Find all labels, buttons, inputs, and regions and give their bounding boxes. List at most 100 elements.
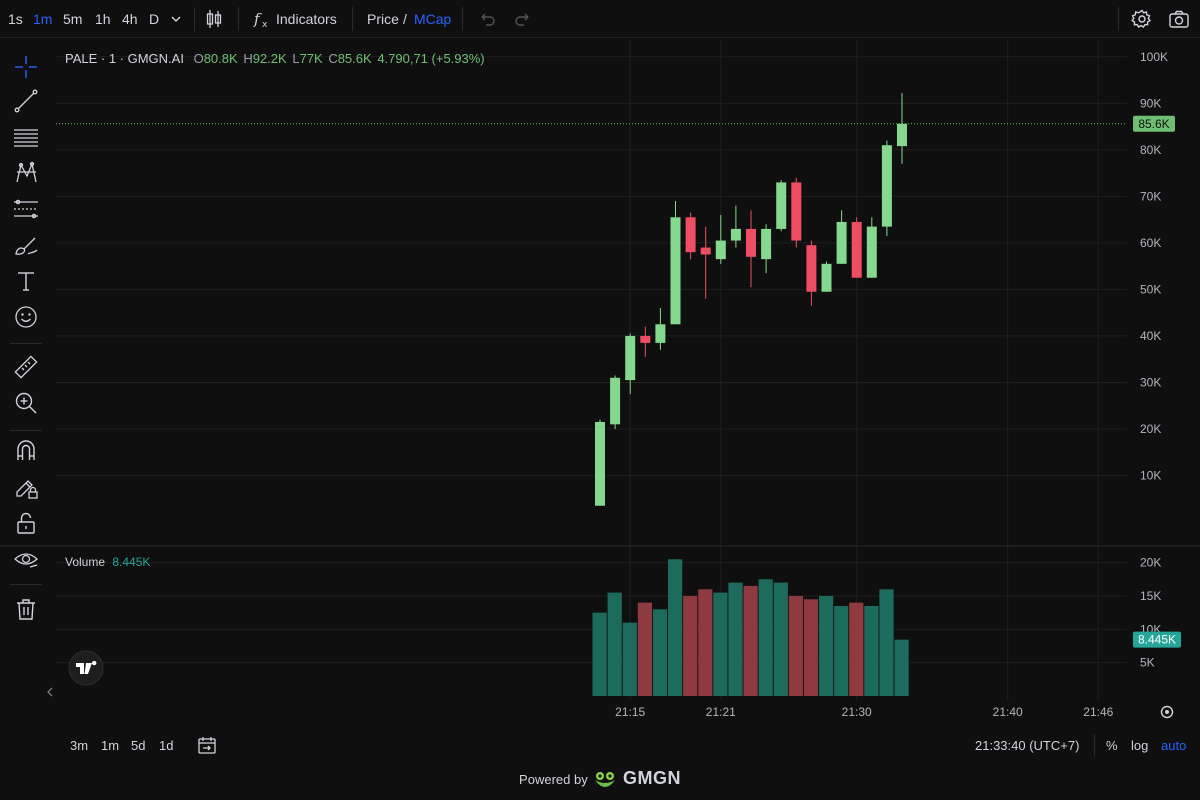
- percent-toggle[interactable]: %: [1106, 738, 1118, 753]
- camera-icon[interactable]: [1168, 8, 1190, 30]
- candle-up: [836, 221, 847, 264]
- candle-down: [791, 182, 802, 241]
- time-tick-label: 21:40: [993, 705, 1023, 719]
- last-volume-label: 8.445K: [1138, 633, 1176, 647]
- candle-down: [640, 335, 651, 343]
- candle-up: [595, 421, 605, 506]
- toolbar-divider: [1118, 7, 1119, 31]
- magnet-icon[interactable]: [13, 438, 39, 464]
- price-mcap-separator: /: [403, 11, 407, 27]
- range-3m[interactable]: 3m: [70, 738, 89, 753]
- candle-up: [610, 377, 621, 425]
- undo-icon[interactable]: [476, 8, 498, 30]
- interval-1h[interactable]: 1h: [95, 11, 111, 27]
- candle-down: [685, 217, 696, 253]
- price-tick-label: 100K: [1140, 50, 1168, 64]
- trash-icon[interactable]: [13, 596, 39, 622]
- volume-bar: [607, 592, 622, 696]
- lock-drawing-icon[interactable]: [13, 474, 39, 500]
- price-toggle[interactable]: Price: [367, 11, 399, 27]
- volume-bar: [773, 582, 788, 696]
- time-tick-label: 21:15: [615, 705, 645, 719]
- volume-tick-label: 15K: [1140, 589, 1161, 603]
- toolbar-divider: [194, 7, 195, 31]
- volume-tick-label: 5K: [1140, 656, 1155, 670]
- crosshair-icon[interactable]: [13, 54, 39, 80]
- clock-time[interactable]: 21:33:40 (UTC+7): [975, 738, 1080, 753]
- chart-grid: [0, 40, 1200, 700]
- brush-icon[interactable]: [13, 232, 39, 258]
- candle-up: [821, 263, 832, 292]
- log-toggle[interactable]: log: [1131, 738, 1149, 753]
- volume-bar: [788, 595, 803, 696]
- interval-d[interactable]: D: [149, 11, 160, 27]
- price-tick-label: 90K: [1140, 96, 1161, 110]
- redo-icon[interactable]: [512, 8, 534, 30]
- time-tick-label: 21:30: [842, 705, 872, 719]
- volume-bar: [849, 602, 864, 696]
- volume-bar: [803, 599, 819, 696]
- toolbar-divider: [238, 7, 239, 31]
- axis-settings-icon-center: [1165, 710, 1169, 714]
- range-5d[interactable]: 5d: [131, 738, 146, 753]
- open-value: 80.8K: [203, 51, 238, 66]
- fib-retracement-icon[interactable]: [13, 196, 39, 222]
- interval-5m[interactable]: 5m: [63, 11, 83, 27]
- tradingview-mark: [76, 660, 97, 674]
- axis-settings-icon: [1160, 705, 1174, 719]
- volume-bar: [743, 585, 758, 696]
- toolbar-divider: [10, 584, 42, 585]
- eye-icon[interactable]: [13, 546, 39, 572]
- symbol-title[interactable]: PALE · 1 · GMGN.AI: [65, 51, 184, 66]
- mcap-toggle[interactable]: MCap: [414, 11, 452, 27]
- price-tick-label: 40K: [1140, 329, 1161, 343]
- interval-1m[interactable]: 1m: [33, 11, 53, 27]
- unlock-icon[interactable]: [13, 510, 39, 536]
- volume-bar: [879, 589, 894, 696]
- pattern-icon[interactable]: [13, 160, 39, 186]
- horizontal-lines-icon[interactable]: [13, 124, 39, 150]
- trend-line-icon[interactable]: [13, 88, 39, 114]
- candles-icon[interactable]: [203, 8, 225, 30]
- volume-label[interactable]: Volume: [65, 555, 106, 569]
- candle-down: [746, 228, 756, 257]
- volume-bar: [894, 639, 909, 696]
- price-tick-label: 20K: [1140, 422, 1161, 436]
- zoom-in-icon[interactable]: [13, 390, 39, 416]
- candle-up: [655, 324, 666, 343]
- interval-4h[interactable]: 4h: [122, 11, 138, 27]
- chart-canvas[interactable]: 100K90K80K70K60K50K40K30K20K10K20K15K10K…: [0, 0, 1200, 730]
- interval-1s[interactable]: 1s: [8, 11, 23, 27]
- last-price-label: 85.6K: [1138, 117, 1169, 131]
- volume-tick-label: 20K: [1140, 556, 1161, 570]
- goto-date-icon[interactable]: [196, 734, 218, 756]
- auto-toggle[interactable]: auto: [1161, 738, 1187, 753]
- price-tick-label: 80K: [1140, 143, 1161, 157]
- price-tick-label: 10K: [1140, 468, 1161, 482]
- candles: [595, 93, 907, 506]
- gmgn-brand[interactable]: GMGN: [622, 768, 681, 788]
- close-value: 85.6K: [337, 51, 372, 66]
- volume-bar: [592, 612, 607, 696]
- indicators-button[interactable]: Indicators: [276, 11, 337, 27]
- high-value: 92.2K: [252, 51, 287, 66]
- volume-bar: [819, 595, 834, 696]
- ruler-icon[interactable]: [13, 354, 39, 380]
- candle-up: [715, 240, 726, 260]
- svg-text:x: x: [262, 20, 268, 30]
- last-volume-badge: [1133, 631, 1181, 648]
- range-1m[interactable]: 1m: [101, 738, 120, 753]
- emoji-icon[interactable]: [13, 304, 39, 330]
- candle-up: [761, 228, 772, 260]
- candle-up: [670, 217, 681, 325]
- volume-value: 8.445K: [112, 555, 151, 569]
- settings-icon[interactable]: [1131, 8, 1153, 30]
- chevron-down-icon[interactable]: [166, 9, 186, 29]
- text-icon[interactable]: [13, 268, 39, 294]
- time-tick-label: 21:46: [1083, 705, 1113, 719]
- collapse-toolbar-icon[interactable]: [42, 684, 58, 700]
- range-1d[interactable]: 1d: [159, 738, 174, 753]
- candle-up: [625, 335, 636, 381]
- powered-by-label: Powered by: [519, 772, 588, 787]
